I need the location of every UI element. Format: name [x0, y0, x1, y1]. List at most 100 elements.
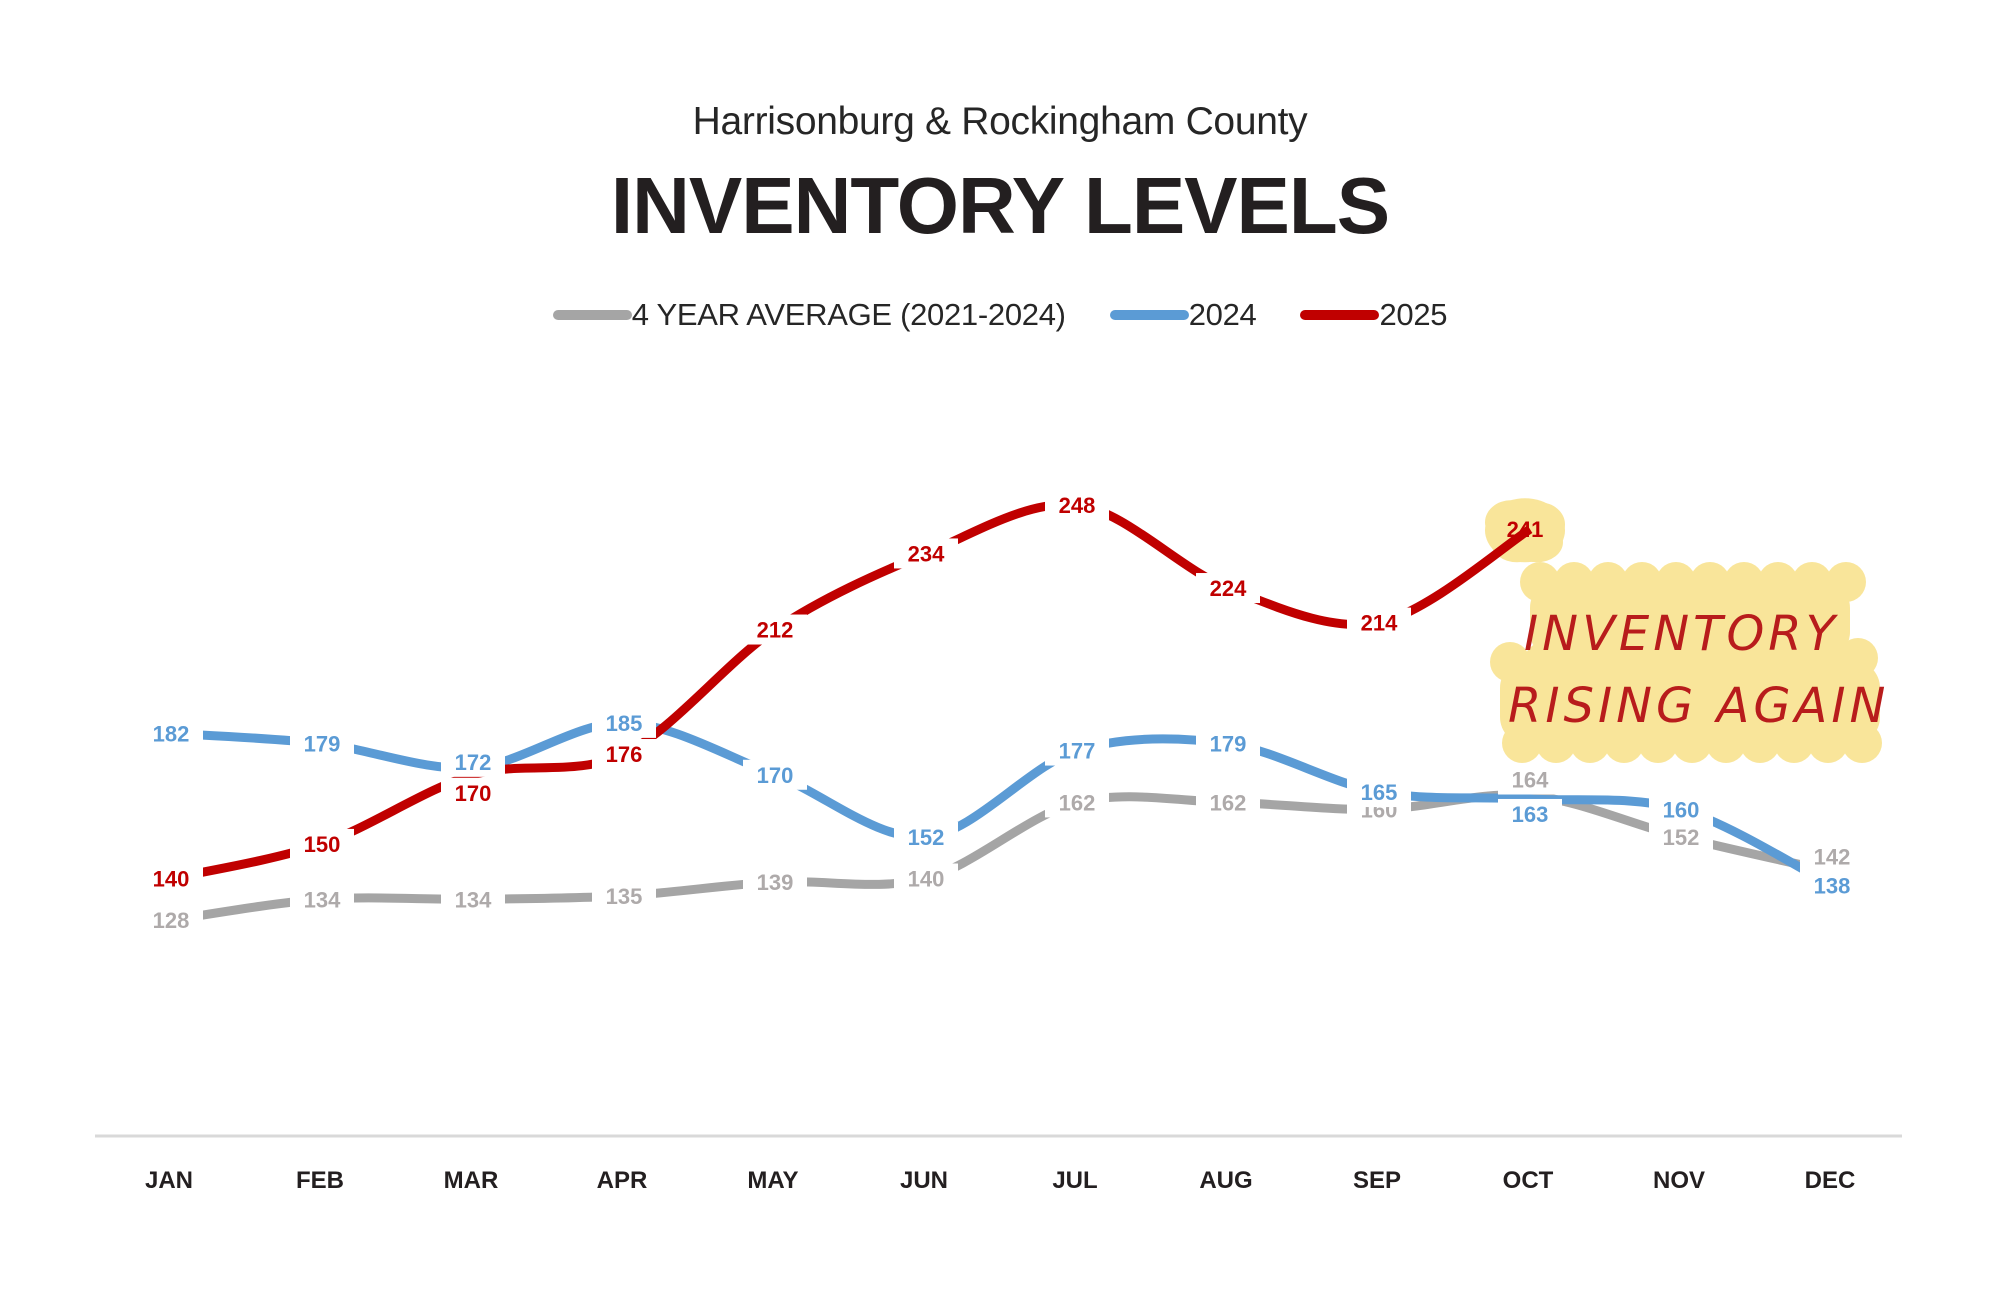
chart-subtitle: Harrisonburg & Rockingham County	[692, 100, 1308, 143]
label-knockout	[743, 614, 807, 645]
highlight-scribble	[1588, 562, 1628, 602]
label-knockout	[894, 538, 958, 569]
highlight-scribble	[1774, 723, 1814, 763]
data-label: 172	[455, 750, 492, 775]
data-label: 152	[1663, 825, 1700, 850]
label-knockout	[1347, 607, 1411, 638]
highlight-scribble	[1520, 562, 1560, 602]
highlight-scribble	[1638, 723, 1678, 763]
highlight-scribble	[1728, 642, 1768, 682]
highlight-scribble	[1762, 642, 1802, 682]
data-label: 179	[1210, 732, 1247, 757]
label-knockout	[894, 822, 958, 853]
data-label: 160	[1663, 797, 1700, 822]
label-knockout	[290, 828, 354, 859]
data-label: 248	[1059, 493, 1096, 518]
highlight-scribble	[1842, 723, 1882, 763]
chart-legend: 4 YEAR AVERAGE (2021-2024) 2024 2025	[0, 296, 2000, 334]
x-axis-label-dec: DEC	[1805, 1167, 1856, 1194]
annotation-line1: INVENTORY	[1524, 606, 1839, 662]
series-4yr-average-line	[170, 790, 1833, 925]
label-knockout	[1196, 728, 1260, 759]
highlight-scribble	[1724, 562, 1764, 602]
highlight-scribble	[1792, 562, 1832, 602]
label-knockout	[441, 777, 505, 808]
x-axis-label-sep: SEP	[1353, 1167, 1401, 1194]
label-knockout	[592, 880, 656, 911]
label-knockout	[1196, 787, 1260, 818]
x-axis-label-feb: FEB	[296, 1167, 344, 1194]
data-label: 182	[153, 721, 190, 746]
label-knockout	[1045, 787, 1109, 818]
highlight-scribble	[1626, 642, 1666, 682]
highlight-scribble	[1502, 723, 1542, 763]
data-label: 212	[757, 618, 794, 643]
label-knockout	[592, 739, 656, 770]
legend-label: 2024	[1188, 297, 1257, 332]
label-knockout	[139, 905, 203, 935]
label-knockout	[592, 707, 656, 738]
highlight-scribble	[1604, 723, 1644, 763]
data-label: 152	[908, 825, 945, 850]
legend-label: 4 YEAR AVERAGE (2021-2024)	[631, 297, 1066, 332]
highlight-scribble	[1558, 642, 1598, 682]
annotation-line2: RISING AGAIN	[1508, 678, 1889, 734]
data-label: 241	[1507, 517, 1544, 542]
label-knockout	[139, 718, 203, 749]
label-knockout	[1800, 870, 1864, 901]
data-label: 176	[606, 742, 643, 767]
x-axis-labels: JAN FEB MAR APR MAY JUN JUL AUG SEP OCT NOV DEC	[145, 1167, 1855, 1194]
legend-item-2025: 2025	[1300, 296, 1448, 334]
highlight-scribble	[1656, 562, 1696, 602]
highlight-scribble	[1622, 562, 1662, 602]
data-label: 128	[153, 908, 190, 933]
label-knockout	[1800, 841, 1864, 872]
label-knockout	[1196, 573, 1260, 604]
label-knockout	[441, 884, 505, 915]
x-axis-label-jul: JUL	[1052, 1167, 1097, 1194]
data-label: 164	[1512, 768, 1549, 793]
label-knockout	[743, 759, 807, 790]
x-axis-label-may: MAY	[747, 1167, 798, 1194]
data-label: 135	[606, 884, 643, 909]
x-axis-label-jan: JAN	[145, 1167, 193, 1194]
label-knockout	[441, 746, 505, 777]
data-label: 138	[1814, 873, 1851, 898]
highlight-scribble	[1808, 723, 1848, 763]
data-label: 134	[455, 887, 492, 912]
x-axis-label-nov: NOV	[1653, 1167, 1705, 1194]
data-label: 234	[908, 541, 945, 566]
highlight-scribble	[1660, 642, 1700, 682]
highlight-scribble	[1592, 642, 1632, 682]
data-label: 162	[1059, 790, 1096, 815]
data-label: 224	[1210, 576, 1247, 601]
data-label: 139	[757, 870, 794, 895]
legend-label: 2025	[1379, 297, 1448, 332]
label-knockout	[1649, 822, 1713, 853]
label-knockout	[743, 866, 807, 897]
x-axis-label-mar: MAR	[444, 1167, 499, 1194]
highlight-scribble	[1690, 562, 1730, 602]
highlight-scribble	[1554, 562, 1594, 602]
highlight-scribble	[1830, 642, 1870, 682]
data-label: 150	[304, 832, 341, 857]
highlight-scribble	[1694, 642, 1734, 682]
legend-item-4yr-average: 4 YEAR AVERAGE (2021-2024)	[552, 296, 1066, 334]
data-labels: 128 134 134 135 139 140 162 162 160 164 152 142 182 1…	[139, 490, 1864, 935]
legend-swatch-blue	[1109, 310, 1189, 320]
data-label: 179	[304, 732, 341, 757]
highlight-scribble	[1524, 642, 1564, 682]
chart-title: INVENTORY LEVELS	[610, 161, 1390, 250]
label-knockout	[290, 728, 354, 759]
label-knockout	[1498, 798, 1562, 829]
label-knockout	[1045, 490, 1109, 521]
data-label: 162	[1210, 790, 1247, 815]
data-label: 185	[606, 711, 643, 736]
label-knockout	[1347, 777, 1411, 808]
x-axis-label-aug: AUG	[1199, 1167, 1252, 1194]
data-label: 163	[1512, 802, 1549, 827]
highlight-scribble	[1796, 642, 1836, 682]
series-2025-line	[170, 499, 1533, 883]
